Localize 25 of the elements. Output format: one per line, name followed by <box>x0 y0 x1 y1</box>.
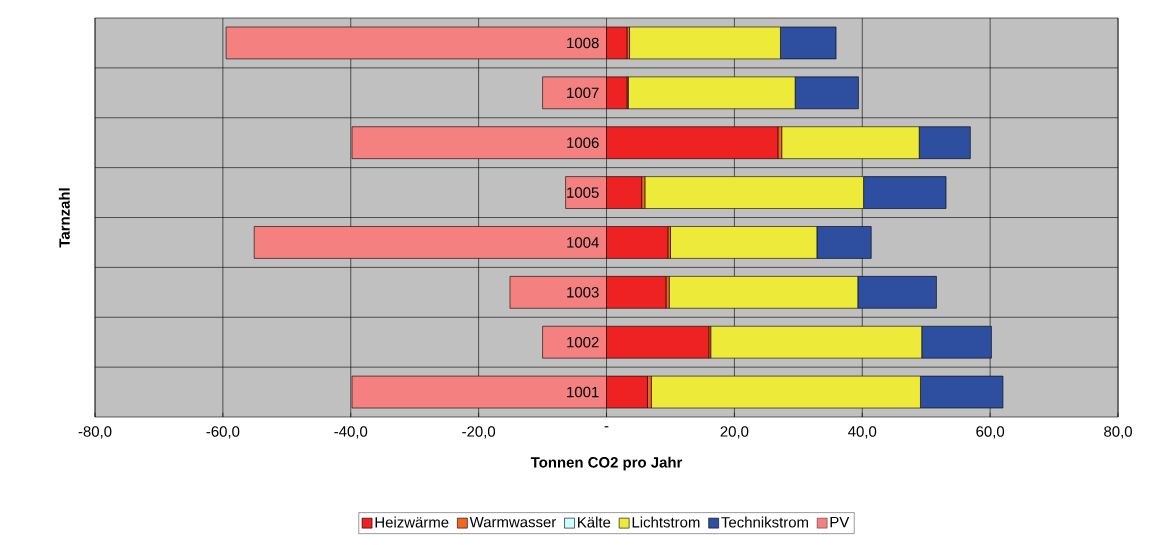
x-tick-label: -20,0 <box>462 426 496 439</box>
y-tick-label: 1004 <box>567 237 599 248</box>
legend-label: Heizwärme <box>375 516 449 528</box>
y-tick-label: 1006 <box>567 137 599 148</box>
x-tick-label: 20,0 <box>720 426 749 439</box>
y-tick-label: 1008 <box>567 37 599 49</box>
x-tick-label: 60,0 <box>976 426 1005 439</box>
x-tick-label: -40,0 <box>334 426 368 439</box>
legend-label: PV <box>830 516 850 528</box>
y-tick-label: 1002 <box>567 336 599 348</box>
legend-label: Lichtstrom <box>632 516 700 528</box>
x-tick-label: 40,0 <box>848 426 877 439</box>
x-tick-label: -80,0 <box>78 426 112 439</box>
x-tick-label: - <box>604 426 609 428</box>
x-tick-label: 80,0 <box>1104 426 1132 439</box>
legend-label: Technikstrom <box>721 516 808 528</box>
y-tick-label: 1003 <box>567 287 599 298</box>
y-tick-label: 1007 <box>567 87 599 99</box>
legend-label: Kälte <box>578 516 611 528</box>
legend-label: Warmwasser <box>469 516 557 528</box>
x-tick-label: -60,0 <box>206 426 240 439</box>
y-tick-label: 1001 <box>567 386 599 398</box>
y-tick-label: 1005 <box>567 187 599 198</box>
y-axis-title: Tarnzahl <box>58 188 70 248</box>
x-axis-title: Tonnen CO2 pro Jahr <box>530 456 683 471</box>
